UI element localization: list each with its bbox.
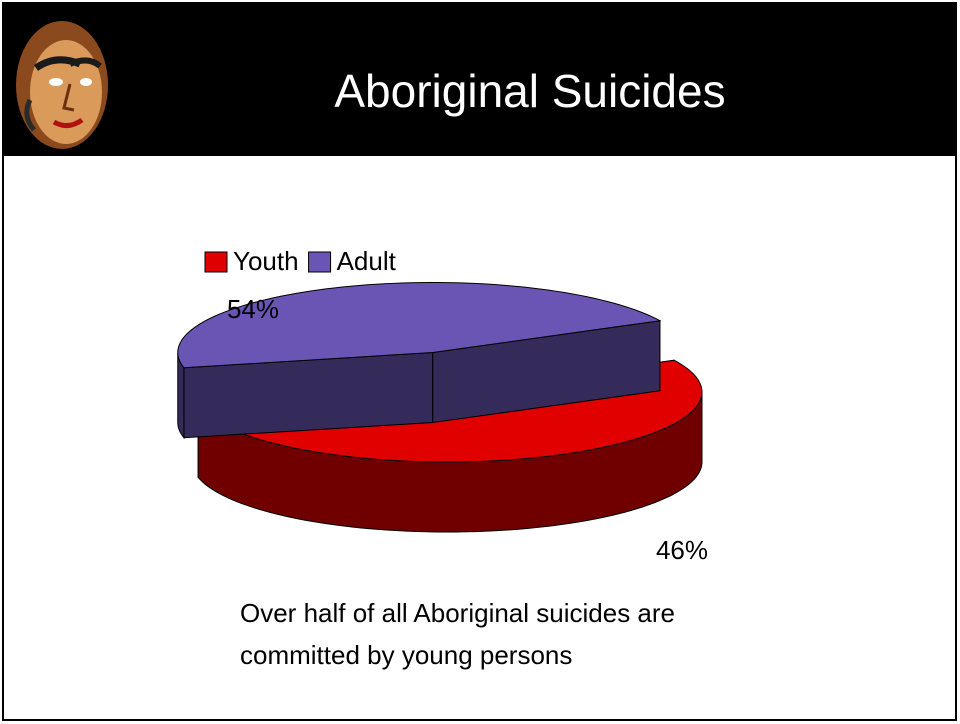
annotation: Over half of all Aboriginal suicides are…	[240, 598, 676, 670]
pie-slice	[177, 281, 662, 440]
chart-title: Aboriginal Suicides	[334, 65, 725, 117]
legend-label: Adult	[337, 246, 397, 276]
mask-icon	[16, 21, 108, 149]
value-label: 54%	[227, 294, 279, 324]
slice-top	[177, 281, 662, 369]
legend-swatch	[308, 251, 332, 273]
legend-label: Youth	[233, 246, 299, 276]
legend-swatch	[204, 251, 228, 273]
header-bar	[3, 3, 956, 156]
value-label: 46%	[656, 535, 708, 565]
